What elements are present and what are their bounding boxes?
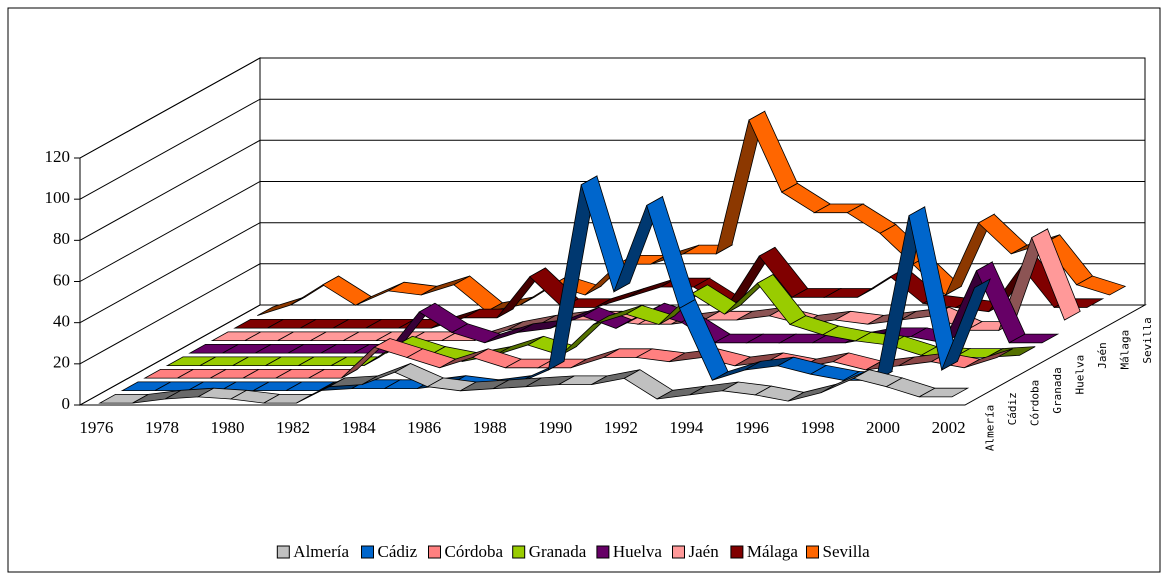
grid-line [79,304,1145,406]
x-tick-label: 1976 [79,418,113,437]
series-ribbon [98,363,970,404]
depth-label: Granada [1051,367,1064,413]
x-tick-label: 1988 [473,418,507,437]
legend-label: Cádiz [378,542,418,561]
y-tick-label: 20 [53,353,70,372]
y-tick-label: 40 [53,312,70,331]
x-tick-label: 1984 [342,418,377,437]
legend-label: Córdoba [445,542,504,561]
legend-swatch [361,545,374,559]
grid-line [79,263,1145,365]
grid-line [79,139,1145,241]
ribbon-segment [1075,275,1127,296]
grid-line [79,181,1145,282]
depth-label: Cádiz [1006,392,1019,425]
depth-label: Almería [983,405,996,451]
ribbon-segment [1031,228,1081,321]
legend-label: Almería [293,542,349,561]
legend-label: Huelva [613,542,663,561]
legend-swatch [672,545,685,559]
y-tick-label: 80 [53,229,70,248]
x-tick-label: 2002 [932,418,966,437]
legend-swatch [428,545,441,559]
legend-label: Málaga [747,542,798,561]
ribbon-segment [1009,333,1060,344]
x-tick-label: 1994 [669,418,704,437]
x-tick-label: 1996 [735,418,769,437]
x-tick-label: 1998 [801,418,835,437]
series-ribbon [257,110,1127,316]
depth-label: Málaga [1118,330,1131,370]
legend: Almería Cádiz Córdoba Granada Huelva Jaén Mála… [276,542,871,561]
ribbon-segment [919,387,970,398]
y-tick-label: 0 [62,394,71,413]
depth-label: Jaén [1096,342,1109,369]
ribbon-segment [940,278,991,371]
legend-swatch [276,545,290,559]
legend-swatch [512,545,526,559]
grid-line [79,222,1145,324]
grid-line [79,98,1145,200]
legend-swatch [730,545,744,559]
y-tick-label: 120 [45,147,71,166]
y-tick-label: 60 [53,270,70,289]
x-tick-label: 1990 [538,418,572,437]
x-tick-label: 1980 [211,418,245,437]
depth-label: Sevilla [1141,317,1154,363]
legend-swatch [596,545,610,559]
grid-line [79,57,1145,159]
x-tick-label: 1978 [145,418,179,437]
x-tick-label: 1986 [407,418,441,437]
legend-label: Granada [529,542,587,561]
depth-label: Huelva [1073,355,1086,395]
x-tick-label: 1992 [604,418,638,437]
y-tick-label: 100 [45,188,71,207]
series-ribbon [120,175,991,392]
ribbon-segment [964,348,1013,369]
legend-label: Jaén [689,542,720,561]
x-tick-label: 1982 [276,418,310,437]
x-tick-label: 2000 [866,418,900,437]
legend-label: Sevilla [823,542,871,561]
legend-swatch [806,545,819,559]
depth-label: Córdoba [1028,380,1041,426]
